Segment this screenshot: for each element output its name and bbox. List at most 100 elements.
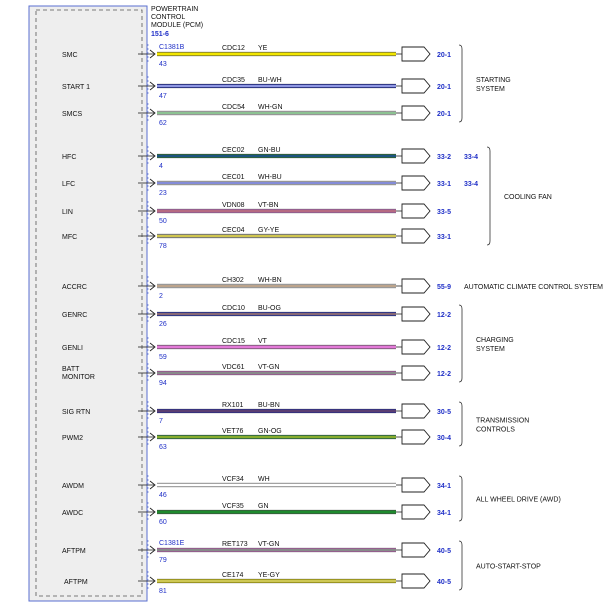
pin-arrow-icon [149,206,156,216]
group-label: SYSTEM [476,346,505,353]
group-auto-start-stop: AUTO-START-STOP [458,540,541,591]
wire-row: SMCS 62 CDC54 WH-GN 20-1 [62,103,451,127]
destination-arrow-icon [401,228,431,244]
wire-row: SIG RTN 7 RX101 BU-BN 30-5 [62,401,451,425]
pin-arrow-icon [149,231,156,241]
pin-label: MFC [62,234,77,241]
page-ref: 33-1 [437,181,451,188]
pin-number: 94 [159,380,167,387]
destination-arrow-icon [401,78,431,94]
wire-color-code: GY-YE [258,227,279,234]
pin-number: 79 [159,557,167,564]
circuit-id: VDC61 [222,364,245,371]
circuit-id: VCF35 [222,503,244,510]
pin-number: 59 [159,354,167,361]
pin-number: 23 [159,190,167,197]
destination-arrow-icon [401,306,431,322]
destination-arrow-icon [401,203,431,219]
group-label: CHARGING [476,337,514,344]
pin-number: 26 [159,321,167,328]
wire-row: AFTPM 79 C1381E RET173 VT-GN 40-5 [62,540,451,564]
page-ref: 12-2 [437,345,451,352]
circuit-id: RX101 [222,402,244,409]
module-title-line-1: POWERTRAIN [151,6,198,13]
groups-layer: STARTING SYSTEM COOLING FAN AUTOMATIC CLIMA… [458,44,603,591]
pin-number: 47 [159,93,167,100]
pin-label: LFC [62,181,75,188]
pin-number: 4 [159,163,163,170]
group-awd: ALL WHEEL DRIVE (AWD) [458,475,561,522]
group-label: TRANSMISSION [476,418,529,425]
wire-row: AWDC 60 VCF35 GN 34-1 [62,502,451,526]
page-ref: 34-1 [437,483,451,490]
group-charging: CHARGING SYSTEM [458,304,514,383]
pin-number: 63 [159,444,167,451]
pin-number: 60 [159,519,167,526]
circuit-id: CE174 [222,572,244,579]
pin-arrow-icon [149,432,156,442]
pin-label: BATT [62,366,80,373]
pin-number: 78 [159,243,167,250]
circuit-id: RET173 [222,541,248,548]
destination-arrow-icon [401,175,431,191]
pin-arrow-icon [149,545,156,555]
module-title-line-2: CONTROL [151,14,185,21]
pin-label: START 1 [62,84,90,91]
pin-number: 7 [159,418,163,425]
pin-label: PWM2 [62,435,83,442]
pin-arrow-icon [149,576,156,586]
pin-label: AWDC [62,510,83,517]
wire-color-code: WH-BU [258,174,282,181]
destination-arrow-icon [401,542,431,558]
wire-color-code: BU-OG [258,305,281,312]
destination-arrow-icon [401,278,431,294]
group-bracket [458,401,463,447]
group-cooling-fan: COOLING FAN [486,146,552,246]
group-label: ALL WHEEL DRIVE (AWD) [476,497,561,504]
pin-arrow-icon [149,178,156,188]
pin-arrow-icon [149,368,156,378]
pin-label: GENRC [62,312,87,319]
group-climate: AUTOMATIC CLIMATE CONTROL SYSTEM [464,284,603,291]
page-ref-secondary: 33-4 [464,181,478,188]
pin-label: SMC [62,52,78,59]
page-ref: 12-2 [437,312,451,319]
pin-arrow-icon [149,281,156,291]
wire-row: HFC 4 CEC02 GN-BU 33-2 33-4 [62,146,478,170]
group-bracket [458,44,463,123]
circuit-id: CDC10 [222,305,245,312]
pin-label: MONITOR [62,374,95,381]
pin-arrow-icon [149,108,156,118]
page-ref: 30-4 [437,435,451,442]
pin-number: 81 [159,588,167,595]
circuit-id: VCF34 [222,476,244,483]
wire-color-code: VT-GN [258,364,279,371]
group-label: COOLING FAN [504,194,552,201]
wire-color-code: GN [258,503,269,510]
pin-arrow-icon [149,81,156,91]
page-ref: 55-9 [437,284,451,291]
page-ref: 33-5 [437,209,451,216]
circuit-id: CH302 [222,277,244,284]
destination-arrow-icon [401,365,431,381]
wire-row: PWM2 63 VET76 GN-OG 30-4 [62,427,451,451]
pin-label: SIG RTN [62,409,90,416]
connector-label: C1381B [159,44,185,51]
wire-color-code: VT-BN [258,202,279,209]
group-label: STARTING [476,77,511,84]
group-bracket [458,540,463,591]
wire-color-code: VT [258,338,268,345]
wire-color-code: GN-OG [258,428,282,435]
wire-color-code: WH-GN [258,104,283,111]
wire-color-code: BU-WH [258,77,282,84]
pin-number: 43 [159,61,167,68]
circuit-id: CDC12 [222,45,245,52]
destination-arrow-icon [401,573,431,589]
circuit-id: CDC15 [222,338,245,345]
pin-number: 62 [159,120,167,127]
pin-arrow-icon [149,507,156,517]
module-ref: 151-6 [151,31,169,38]
page-ref: 30-5 [437,409,451,416]
group-transmission: TRANSMISSION CONTROLS [458,401,529,447]
